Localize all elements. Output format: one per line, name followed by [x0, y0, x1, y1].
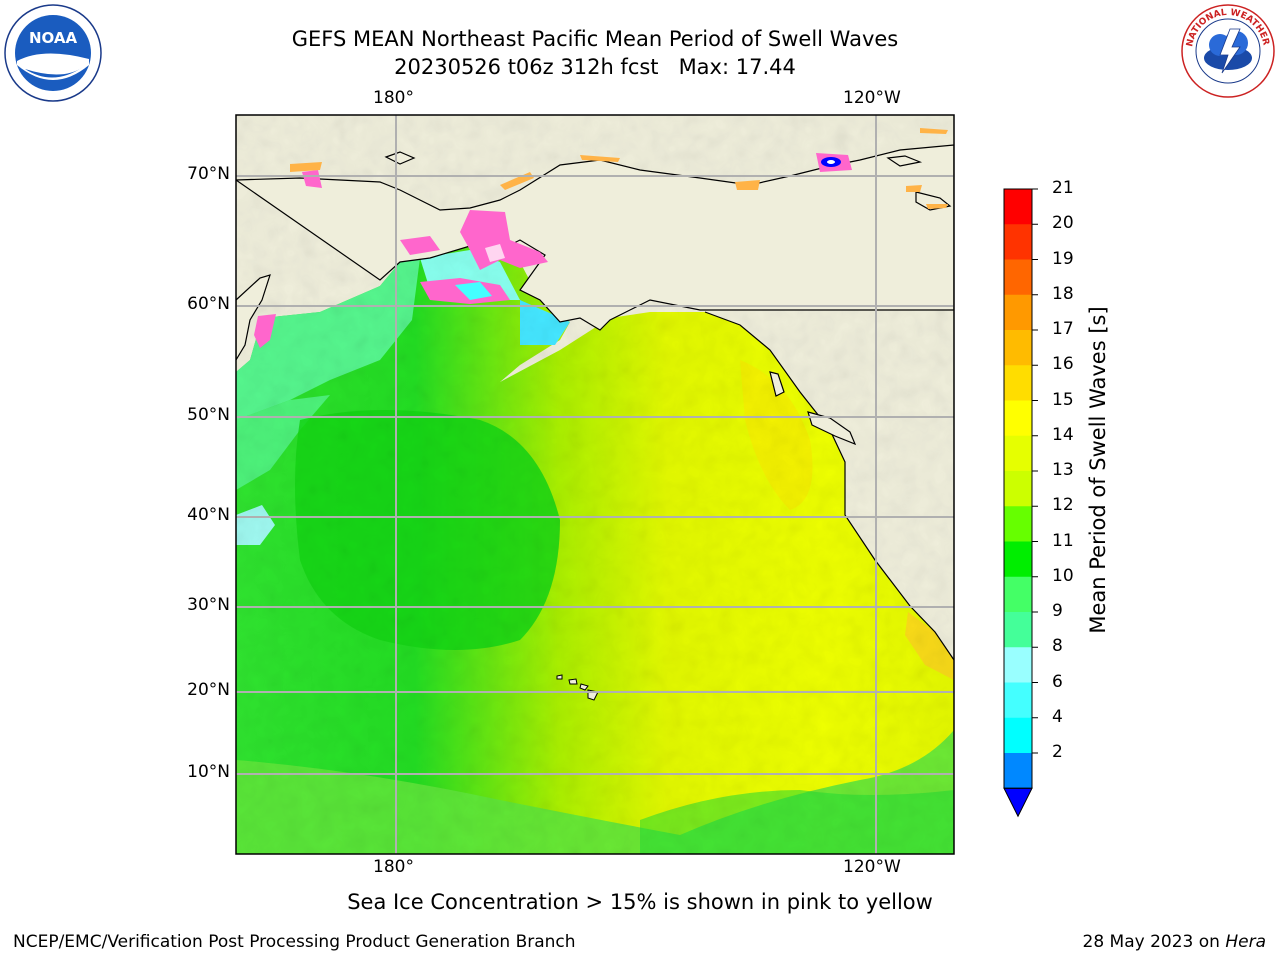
colorbar-frame — [1003, 188, 1033, 789]
lat-label-30n: 30°N — [187, 595, 230, 615]
colorbar-tick-label: 18 — [1052, 283, 1074, 304]
colorbar-tick-label: 17 — [1052, 319, 1074, 339]
colorbar-segment — [1004, 330, 1032, 366]
colorbar-segment — [1004, 682, 1032, 719]
colorbar-tick-label: 8 — [1052, 636, 1063, 657]
colorbar-segment — [1004, 541, 1032, 578]
lat-label-50n: 50°N — [187, 405, 230, 425]
noaa-logo-text: NOAA — [29, 29, 78, 47]
footer-credit: NCEP/EMC/Verification Post Processing Pr… — [13, 932, 576, 952]
colorbar-tick-label: 21 — [1052, 178, 1074, 198]
colorbar-segment — [1004, 224, 1032, 260]
chart-title: GEFS MEAN Northeast Pacific Mean Period … — [291, 27, 899, 51]
colorbar-segment — [1004, 753, 1032, 789]
footer-machine: Hera — [1225, 932, 1266, 952]
colorbar-tick-label: 12 — [1052, 495, 1074, 516]
colorbar-tick-label: 2 — [1052, 742, 1063, 762]
colorbar-segment — [1004, 365, 1032, 401]
colorbar-tick-label: 11 — [1052, 530, 1074, 551]
lon-label-120w-bottom: 120°W — [843, 857, 901, 877]
chart-subtitle: 20230526 t06z 312h fcst Max: 17.44 — [394, 55, 796, 79]
colorbar-tick-label: 4 — [1052, 706, 1063, 727]
graticule — [236, 115, 954, 854]
colorbar-tick-label: 10 — [1052, 565, 1074, 586]
lat-label-10n: 10°N — [187, 762, 230, 782]
colorbar-segment — [1004, 435, 1032, 472]
colorbar-segment — [1004, 612, 1032, 648]
colorbar-tick-label: 19 — [1052, 248, 1074, 269]
colorbar-segment — [1004, 647, 1032, 683]
sea-ice-overlay — [254, 128, 948, 348]
colorbar-tick-label: 9 — [1052, 601, 1063, 621]
footer-date-text: 28 May 2023 on — [1082, 932, 1220, 952]
colorbar-tick-label: 16 — [1052, 354, 1074, 375]
lat-label-60n: 60°N — [187, 294, 230, 314]
colorbar-tick-label: 15 — [1052, 389, 1074, 410]
colorbar-label: Mean Period of Swell Waves [s] — [1086, 306, 1110, 634]
lon-label-180-bottom: 180° — [373, 857, 414, 877]
lat-label-40n: 40°N — [187, 505, 230, 525]
colorbar — [1003, 188, 1038, 818]
colorbar-segment — [1004, 717, 1032, 754]
map-frame — [235, 114, 955, 855]
nws-logo-icon: NATIONAL WEATHER SERVICE — [1180, 3, 1275, 98]
footer-date: 28 May 2023 on Hera — [1083, 932, 1267, 952]
colorbar-segment — [1004, 259, 1032, 296]
sea-ice-note: Sea Ice Concentration > 15% is shown in … — [347, 890, 933, 914]
colorbar-segment — [1004, 471, 1032, 507]
lon-label-120w-top: 120°W — [843, 88, 901, 108]
colorbar-tick-label: 20 — [1052, 213, 1074, 234]
colorbar-extend-arrow — [1003, 787, 1033, 818]
colorbar-tick-label: 13 — [1052, 460, 1074, 480]
colorbar-segment — [1004, 189, 1032, 225]
lat-label-20n: 20°N — [187, 680, 230, 700]
colorbar-segment — [1004, 400, 1032, 437]
colorbar-segment — [1004, 576, 1032, 613]
colorbar-segment — [1004, 294, 1032, 331]
lat-label-70n: 70°N — [187, 164, 230, 184]
colorbar-tick-label: 6 — [1052, 671, 1063, 692]
lon-label-180-top: 180° — [373, 88, 414, 108]
colorbar-segment — [1004, 506, 1032, 542]
noaa-logo-icon: NOAA — [4, 4, 102, 102]
colorbar-tick-label: 14 — [1052, 424, 1074, 445]
